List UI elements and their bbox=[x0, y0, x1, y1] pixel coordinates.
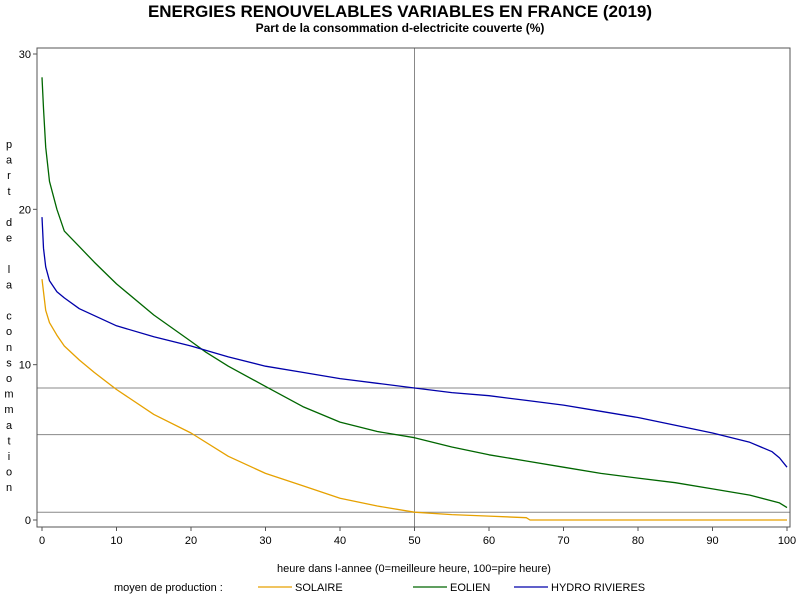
x-tick-label: 0 bbox=[39, 535, 45, 547]
x-tick-label: 30 bbox=[259, 535, 271, 547]
x-tick-label: 10 bbox=[110, 535, 122, 547]
legend-label-solaire: SOLAIRE bbox=[295, 582, 343, 594]
y-tick-label: 10 bbox=[19, 360, 31, 372]
series-line-solaire bbox=[41, 279, 787, 521]
x-tick-label: 70 bbox=[557, 535, 569, 547]
x-tick-label: 60 bbox=[483, 535, 495, 547]
legend-label-hydro-rivieres: HYDRO RIVIERES bbox=[551, 582, 645, 594]
plot-area-frame bbox=[36, 47, 791, 528]
legend-title: moyen de production : bbox=[114, 582, 223, 594]
x-tick-label: 40 bbox=[334, 535, 346, 547]
legend: moyen de production : SOLAIRE EOLIEN HYDRO… bbox=[114, 582, 645, 594]
chart-title: ENERGIES RENOUVELABLES VARIABLES EN FRAN… bbox=[148, 2, 652, 21]
y-tick-label: 30 bbox=[19, 49, 31, 61]
x-tick-label: 50 bbox=[408, 535, 420, 547]
series-lines bbox=[41, 77, 788, 521]
reference-lines bbox=[37, 48, 790, 527]
y-tick-label: 20 bbox=[19, 204, 31, 216]
series-line-hydro-rivieres bbox=[41, 217, 788, 468]
y-axis-ticks: 0 10 20 30 bbox=[19, 49, 37, 527]
x-axis-label: heure dans l-annee (0=meilleure heure, 1… bbox=[277, 563, 551, 575]
series-line-eolien bbox=[41, 77, 788, 509]
y-tick-label: 0 bbox=[25, 515, 31, 527]
x-tick-label: 20 bbox=[185, 535, 197, 547]
x-tick-label: 80 bbox=[632, 535, 644, 547]
chart-subtitle: Part de la consommation d-electricite co… bbox=[256, 21, 545, 35]
legend-label-eolien: EOLIEN bbox=[450, 582, 490, 594]
x-axis-ticks: 0 10 20 30 40 50 60 70 80 90 100 bbox=[39, 527, 796, 547]
x-tick-label: 100 bbox=[778, 535, 796, 547]
x-tick-label: 90 bbox=[706, 535, 718, 547]
